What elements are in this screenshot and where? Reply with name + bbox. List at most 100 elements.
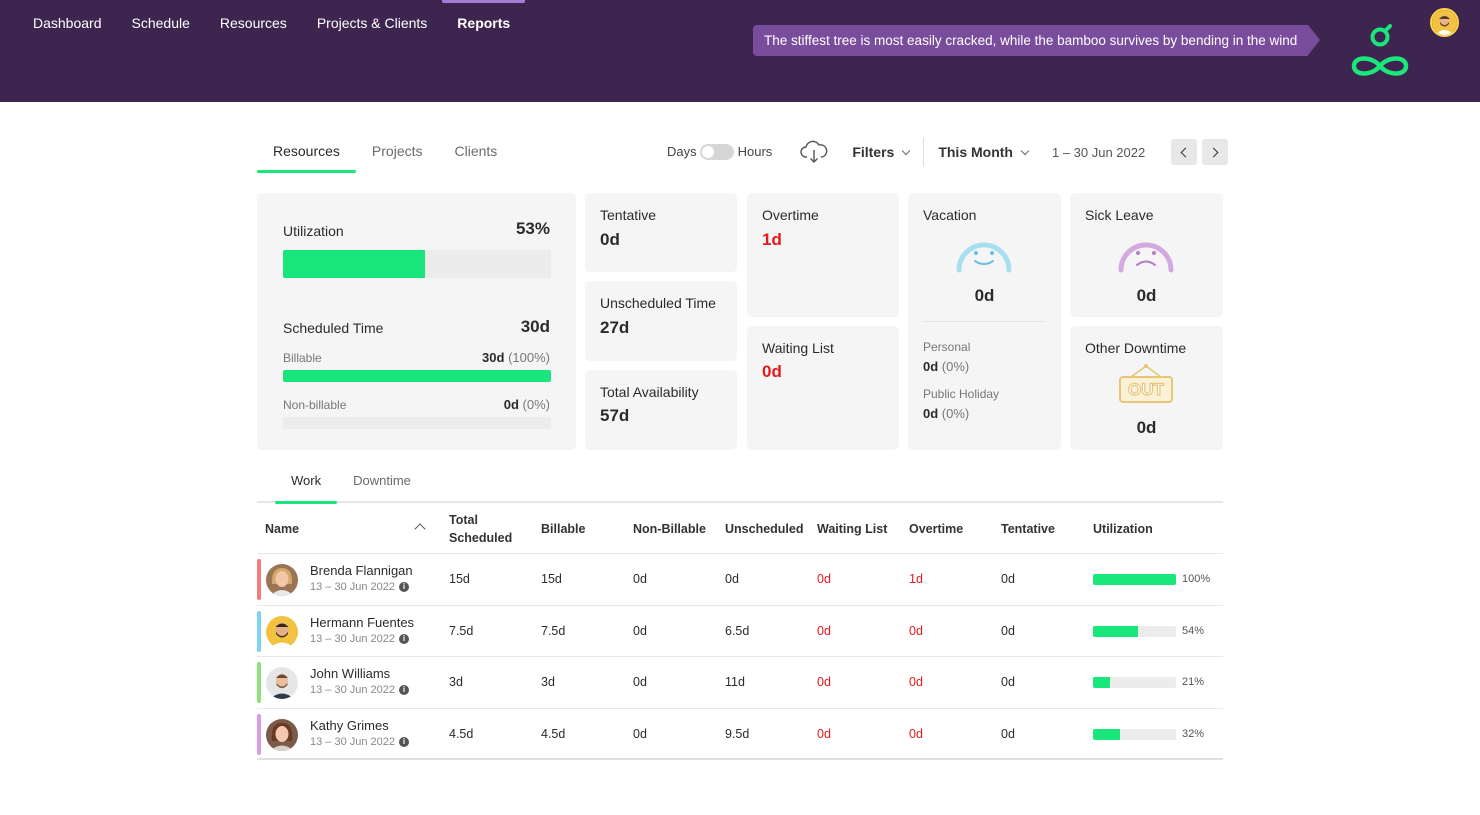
nav-projects-clients[interactable]: Projects & Clients — [316, 15, 428, 31]
cell-waiting-list: 0d — [817, 726, 831, 741]
period-label: This Month — [938, 144, 1013, 160]
waiting-list-value: 0d — [762, 362, 782, 381]
nav-dashboard[interactable]: Dashboard — [33, 15, 102, 31]
filters-label: Filters — [852, 144, 895, 160]
person-name[interactable]: Brenda Flannigan — [310, 563, 413, 578]
person-name[interactable]: Kathy Grimes — [310, 717, 389, 733]
cell-billable: 15d — [541, 572, 562, 586]
header-tentative[interactable]: Tentative — [1001, 522, 1055, 536]
header-billable[interactable]: Billable — [541, 522, 586, 536]
report-type-tabs: Resources Projects Clients — [257, 133, 513, 173]
info-icon[interactable]: i — [399, 736, 410, 747]
public-holiday-days: 0d — [923, 406, 939, 421]
personal-label: Personal — [923, 340, 971, 354]
public-holiday-percent: (0%) — [941, 406, 970, 421]
previous-period-button[interactable] — [1171, 139, 1198, 165]
person-name[interactable]: Hermann Fuentes — [310, 614, 415, 630]
cell-non-billable: 0d — [633, 623, 647, 638]
sad-face-icon — [1117, 230, 1175, 279]
table-tabs: Work Downtime — [257, 466, 1223, 504]
other-downtime-card: Other Downtime OUT 0d — [1070, 326, 1223, 450]
utilization-percent: 100% — [1182, 573, 1211, 585]
cell-tentative: 0d — [1001, 726, 1015, 741]
filters-dropdown[interactable]: Filters — [852, 144, 911, 160]
unscheduled-label: Unscheduled Time — [600, 295, 716, 311]
header-overtime[interactable]: Overtime — [909, 522, 964, 536]
personal-days: 0d — [923, 359, 939, 374]
cell-overtime: 0d — [909, 675, 923, 689]
utilization-percent: 21% — [1182, 676, 1205, 688]
nav-resources[interactable]: Resources — [219, 15, 287, 31]
period-dropdown[interactable]: This Month — [938, 144, 1030, 160]
billable-label: Billable — [283, 351, 322, 365]
tab-clients[interactable]: Clients — [454, 143, 498, 159]
table-row[interactable]: John Williams 13 – 30 Jun 2022 i 3d 3d 0d… — [257, 657, 1223, 709]
billable-bar-fill — [283, 370, 551, 382]
scheduled-time-label: Scheduled Time — [283, 320, 384, 336]
cell-non-billable: 0d — [633, 675, 647, 689]
infinity-logo-icon[interactable] — [1350, 24, 1410, 83]
chevron-left-icon — [1180, 147, 1191, 157]
header-unscheduled[interactable]: Unscheduled — [725, 522, 804, 536]
days-hours-toggle[interactable] — [699, 144, 734, 160]
cell-billable: 7.5d — [541, 623, 566, 638]
chevron-up-icon[interactable] — [414, 523, 426, 535]
person-date-range: 13 – 30 Jun 2022 i — [310, 735, 410, 748]
tentative-label: Tentative — [600, 207, 657, 223]
utilization-bar-fill — [1093, 677, 1111, 688]
billable-bar — [283, 370, 551, 382]
table-row[interactable]: Hermann Fuentes 13 – 30 Jun 2022 i 7.5d 7… — [257, 606, 1223, 657]
nav-schedule[interactable]: Schedule — [131, 15, 190, 31]
main-nav: Dashboard Schedule Resources Projects & … — [18, 0, 526, 46]
table-row[interactable]: Brenda Flannigan 13 – 30 Jun 2022 i 15d 1… — [257, 554, 1223, 606]
info-icon[interactable]: i — [399, 633, 410, 644]
header-waiting-list[interactable]: Waiting List — [817, 522, 888, 536]
utilization-card: Utilization 53% Scheduled Time 30d Billa… — [257, 193, 576, 450]
header-total-scheduled[interactable]: Total Scheduled — [449, 513, 513, 545]
next-period-button[interactable] — [1202, 139, 1229, 165]
cell-non-billable: 0d — [633, 726, 647, 741]
billable-value: 30d (100%) — [482, 350, 550, 365]
tab-work[interactable]: Work — [275, 466, 338, 504]
quote-banner: The stiffest tree is most easily cracked… — [753, 25, 1321, 56]
avatar — [266, 564, 298, 596]
header-utilization[interactable]: Utilization — [1093, 522, 1153, 536]
resources-table: Name Total Scheduled Billable Non-Billab… — [257, 504, 1223, 760]
user-avatar[interactable] — [1430, 8, 1459, 37]
row-color-stripe — [257, 559, 261, 600]
cell-unscheduled: 11d — [725, 675, 745, 689]
cell-unscheduled: 0d — [725, 572, 739, 586]
overtime-card: Overtime 1d — [747, 193, 899, 317]
cell-waiting-list: 0d — [817, 572, 831, 586]
cell-overtime: 0d — [909, 726, 923, 741]
date-text: 13 – 30 Jun 2022 — [310, 735, 396, 748]
date-range: 1 – 30 Jun 2022 — [1051, 144, 1146, 160]
chevron-right-icon — [1208, 147, 1219, 157]
row-color-stripe — [257, 713, 261, 755]
non-billable-value: 0d (0%) — [504, 397, 550, 412]
utilization-value: 53% — [515, 219, 550, 238]
tab-downtime[interactable]: Downtime — [353, 473, 411, 488]
header-non-billable[interactable]: Non-Billable — [633, 522, 706, 536]
info-icon[interactable]: i — [399, 582, 410, 592]
top-bar: Dashboard Schedule Resources Projects & … — [0, 0, 1480, 102]
table-row[interactable]: Kathy Grimes 13 – 30 Jun 2022 i 4.5d 4.5d… — [257, 709, 1223, 760]
cell-tentative: 0d — [1001, 623, 1015, 638]
date-text: 13 – 30 Jun 2022 — [310, 684, 396, 696]
info-icon[interactable]: i — [399, 685, 410, 695]
cell-tentative: 0d — [1001, 572, 1015, 586]
vacation-card: Vacation 0d Personal 0d (0%) Public Holi… — [908, 193, 1061, 450]
cell-unscheduled: 6.5d — [725, 623, 750, 638]
row-color-stripe — [257, 610, 261, 652]
personal-value: 0d (0%) — [923, 359, 969, 374]
nav-reports[interactable]: Reports — [442, 0, 526, 46]
vacation-divider — [923, 321, 1045, 322]
tab-projects[interactable]: Projects — [371, 143, 423, 159]
vacation-value: 0d — [974, 286, 995, 305]
cloud-download-icon[interactable] — [800, 140, 828, 164]
smiley-face-icon — [955, 230, 1013, 279]
person-name[interactable]: John Williams — [310, 666, 391, 681]
header-name[interactable]: Name — [265, 522, 300, 536]
date-text: 13 – 30 Jun 2022 — [310, 581, 396, 593]
tab-resources[interactable]: Resources — [257, 133, 356, 173]
